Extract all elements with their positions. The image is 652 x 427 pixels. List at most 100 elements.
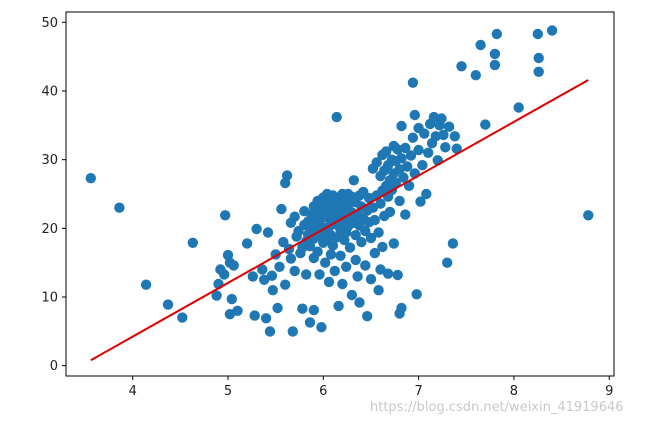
- data-point: [362, 311, 373, 322]
- data-point: [419, 128, 430, 139]
- regression-line: [90, 79, 589, 362]
- data-point: [360, 225, 371, 237]
- data-point: [337, 278, 348, 290]
- data-point: [314, 269, 325, 280]
- data-point: [546, 25, 558, 36]
- data-point: [423, 147, 434, 158]
- data-point: [480, 119, 491, 130]
- data-point: [341, 261, 352, 272]
- data-point: [533, 66, 544, 78]
- data-point: [272, 302, 283, 314]
- data-point: [316, 322, 327, 333]
- data-point: [211, 290, 222, 301]
- data-point: [287, 326, 298, 337]
- y-tick-label: 0: [50, 359, 58, 374]
- data-point: [392, 269, 403, 281]
- data-point: [373, 227, 384, 238]
- data-point: [251, 223, 262, 235]
- watermark-text: https://blog.csdn.net/weixin_41919646: [370, 400, 624, 415]
- data-point: [266, 270, 278, 281]
- data-point: [354, 297, 365, 308]
- data-point: [285, 253, 297, 264]
- y-tick-label: 10: [41, 291, 58, 306]
- data-point: [475, 39, 486, 51]
- data-point: [402, 161, 413, 172]
- data-point: [356, 236, 367, 248]
- data-point: [489, 48, 501, 60]
- data-point: [583, 210, 594, 221]
- data-point: [329, 265, 340, 277]
- x-tick-label: 6: [319, 384, 327, 399]
- data-point: [140, 279, 152, 290]
- data-point: [264, 326, 276, 337]
- data-point: [260, 313, 272, 324]
- data-point: [443, 121, 455, 132]
- data-point: [365, 274, 377, 285]
- data-point: [373, 285, 384, 296]
- x-tick-label: 9: [605, 384, 613, 399]
- data-point: [360, 260, 371, 271]
- data-point: [375, 264, 386, 275]
- data-point: [281, 170, 293, 181]
- data-point: [350, 230, 361, 241]
- data-point: [344, 242, 356, 253]
- data-point: [323, 276, 335, 288]
- data-point: [331, 111, 342, 123]
- data-point: [352, 271, 363, 282]
- regression-layer: [90, 79, 589, 362]
- data-point: [409, 109, 420, 121]
- data-point: [417, 160, 428, 171]
- data-point: [177, 312, 188, 323]
- data-point: [335, 250, 346, 261]
- y-tick-label: 50: [41, 16, 58, 31]
- data-point: [327, 240, 339, 251]
- x-tick-label: 8: [510, 384, 518, 399]
- data-point: [394, 195, 405, 207]
- data-point: [390, 177, 401, 189]
- data-point: [400, 209, 411, 220]
- data-point: [451, 143, 462, 154]
- data-point: [220, 210, 231, 221]
- data-point: [289, 211, 300, 222]
- data-point: [405, 150, 417, 161]
- data-point: [470, 70, 481, 81]
- data-point: [333, 300, 344, 312]
- data-point: [278, 236, 289, 248]
- data-point: [241, 238, 253, 249]
- data-point: [413, 144, 424, 156]
- data-point: [312, 246, 323, 257]
- data-point: [325, 249, 337, 260]
- data-point: [396, 120, 407, 132]
- data-point: [267, 285, 278, 296]
- data-point: [396, 153, 407, 164]
- y-tick-label: 40: [41, 84, 58, 99]
- data-point: [377, 241, 388, 253]
- data-point: [411, 289, 422, 300]
- data-point: [369, 247, 380, 259]
- data-point: [415, 196, 426, 207]
- data-point: [436, 113, 447, 124]
- data-point: [348, 175, 359, 186]
- data-point: [384, 206, 396, 218]
- data-point: [382, 268, 394, 279]
- data-point: [442, 257, 453, 268]
- data-point: [280, 279, 291, 290]
- data-point: [274, 261, 285, 272]
- data-point: [367, 202, 379, 213]
- plot-frame: [65, 11, 615, 377]
- data-point: [513, 102, 524, 113]
- data-point: [381, 146, 392, 157]
- data-point: [320, 257, 331, 268]
- data-point: [350, 254, 361, 266]
- x-tick-label: 4: [129, 384, 137, 399]
- data-point: [346, 289, 358, 301]
- data-point: [304, 317, 316, 328]
- data-point: [259, 274, 270, 285]
- x-tick-label: 5: [224, 384, 232, 399]
- data-point: [456, 61, 467, 72]
- data-point: [388, 238, 399, 249]
- data-point: [396, 302, 407, 314]
- y-tick-label: 20: [41, 222, 58, 237]
- data-point: [301, 269, 312, 280]
